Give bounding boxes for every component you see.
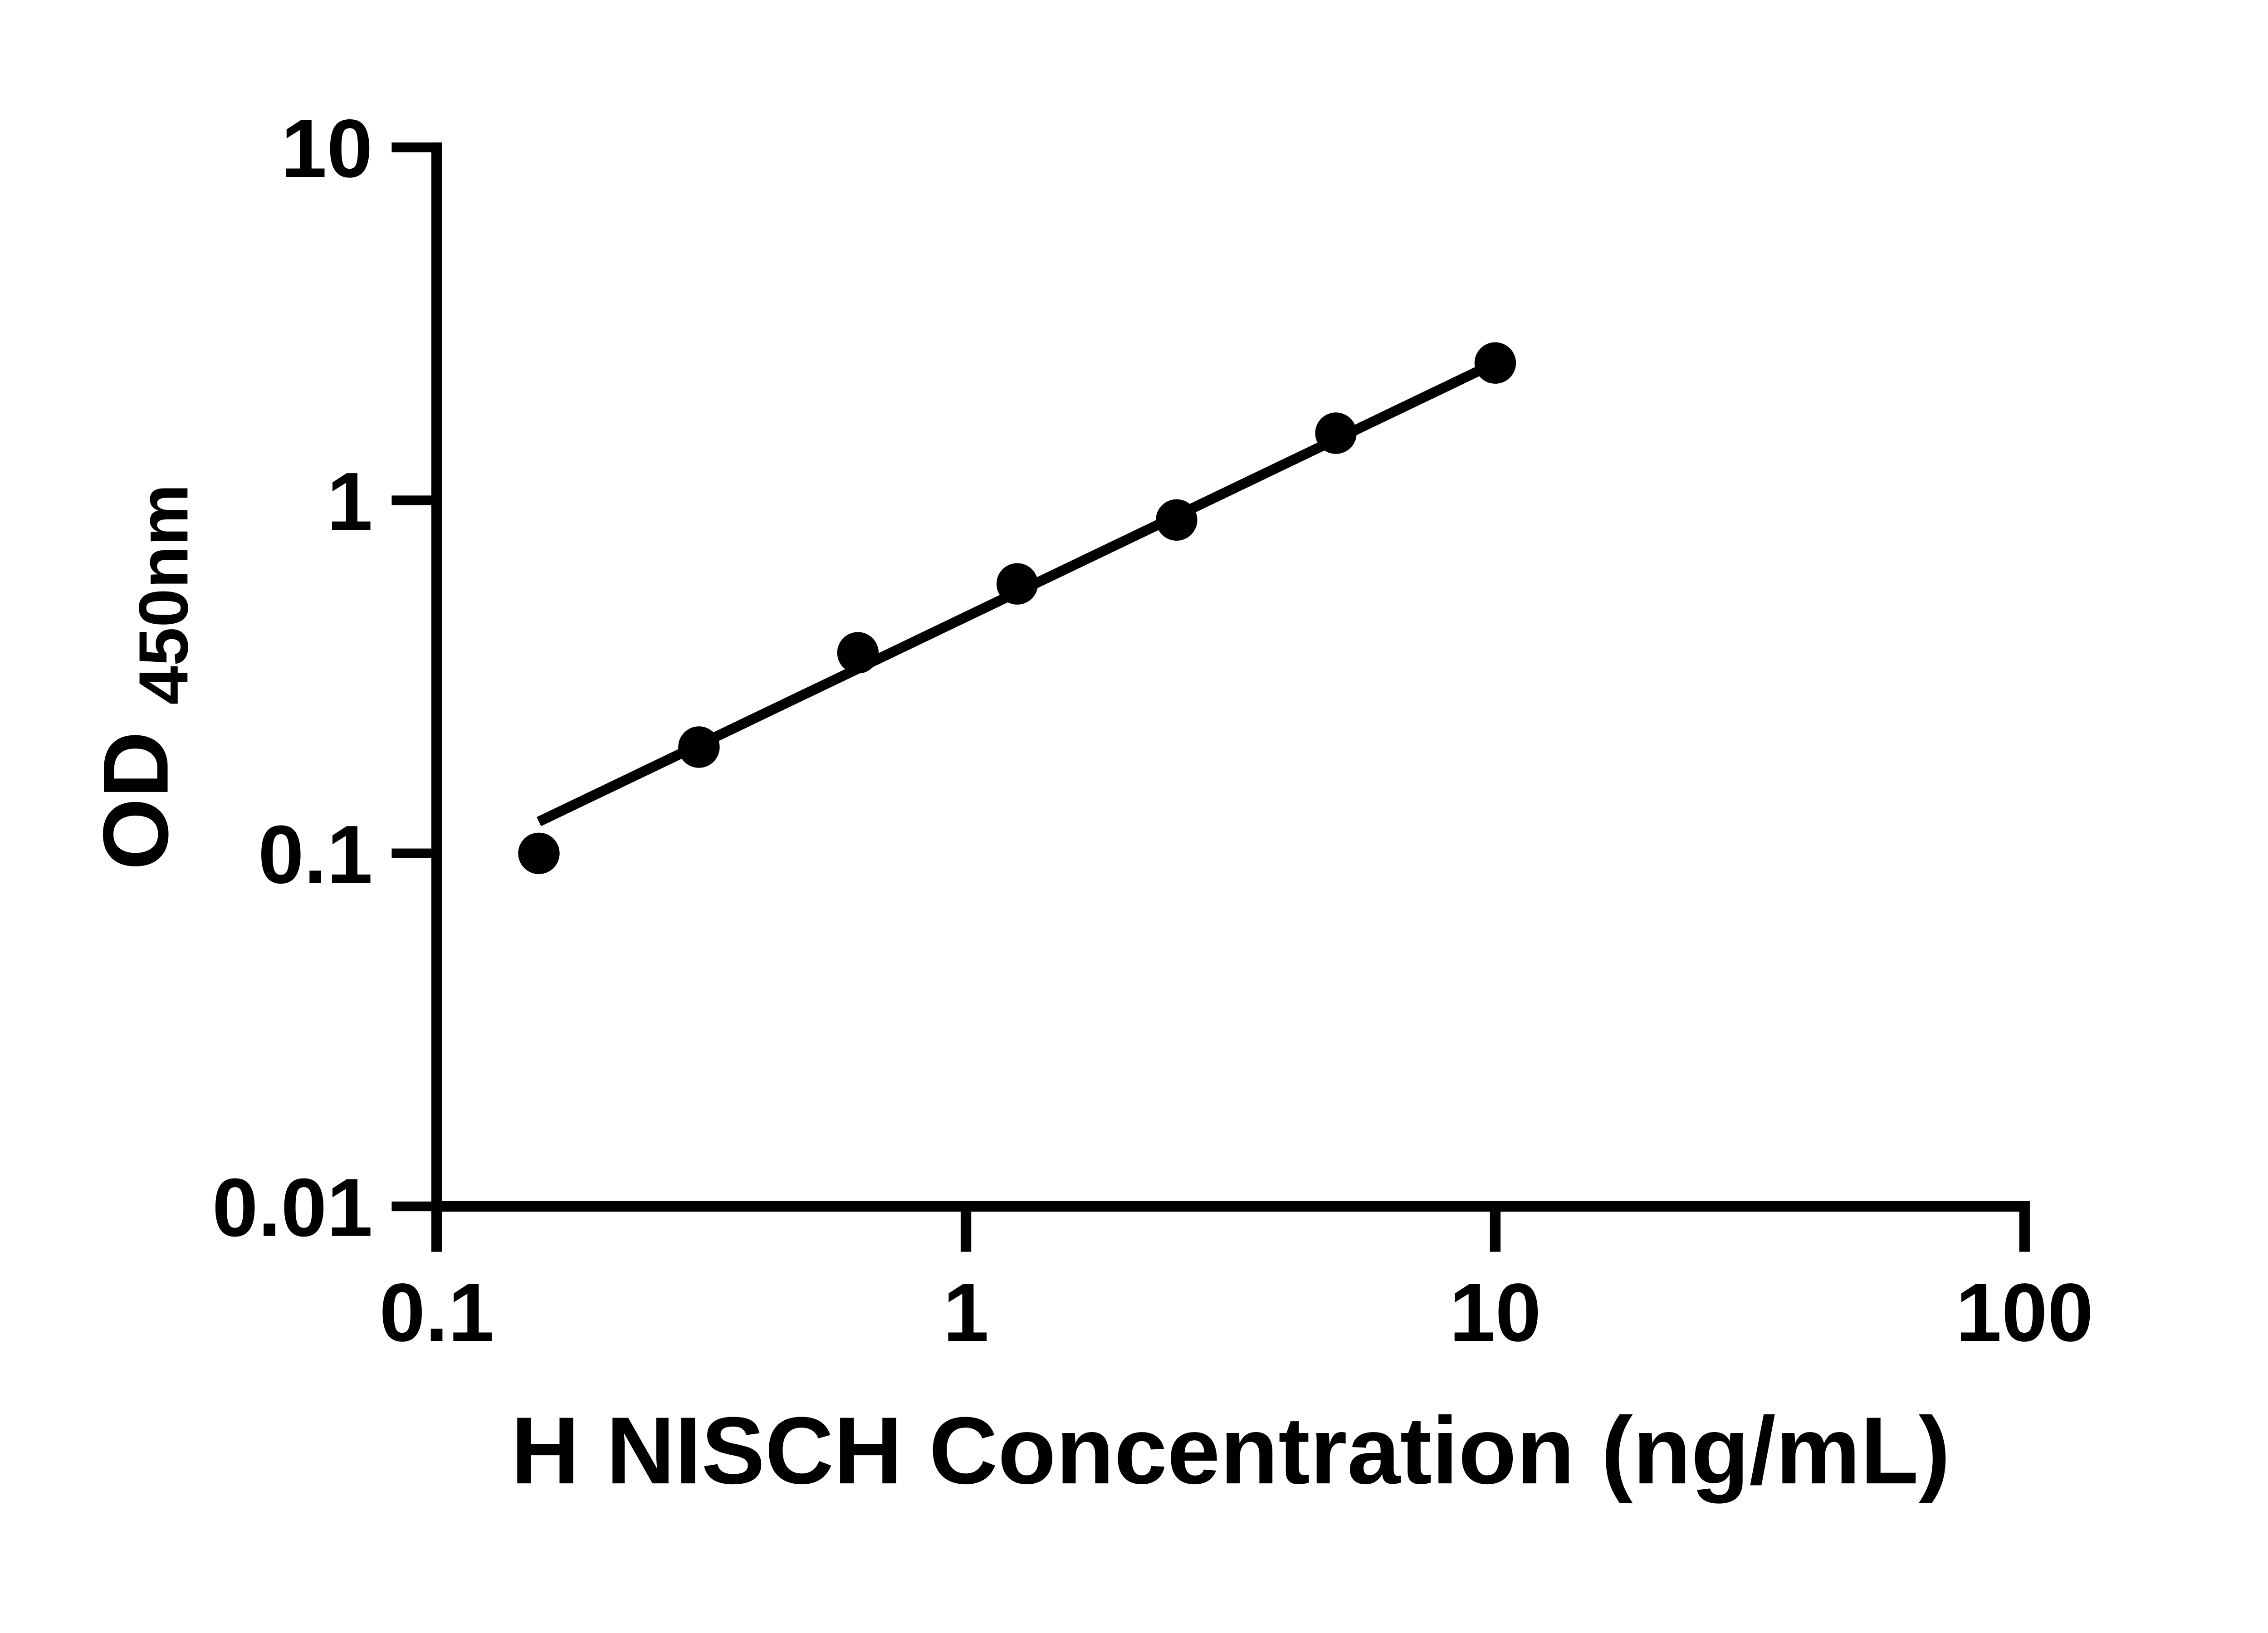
data-point — [996, 563, 1038, 605]
x-tick-label: 1 — [943, 1266, 989, 1359]
x-tick — [960, 1212, 972, 1252]
data-point — [1156, 499, 1198, 541]
x-tick-label: 100 — [1956, 1266, 2093, 1359]
x-axis-title: H NISCH Concentration (ng/mL) — [511, 1397, 1950, 1504]
y-tick — [391, 1201, 431, 1212]
data-point — [1474, 342, 1516, 384]
y-axis-line — [431, 142, 442, 1213]
y-tick-label: 0.01 — [212, 1161, 373, 1254]
y-axis-title-subscript: 450nm — [124, 484, 202, 705]
y-tick — [391, 848, 431, 858]
y-tick-label: 0.1 — [258, 808, 373, 900]
y-tick-label: 10 — [281, 102, 372, 195]
plot-area — [518, 342, 1516, 874]
y-tick — [391, 495, 431, 505]
data-point — [678, 726, 720, 768]
y-axis-ticks: 10 1 0.1 0.01 — [212, 102, 431, 1254]
x-tick — [2019, 1212, 2030, 1252]
x-tick — [1490, 1212, 1501, 1252]
x-tick-label: 10 — [1449, 1266, 1541, 1359]
y-tick-label: 1 — [327, 455, 373, 548]
x-tick — [431, 1212, 442, 1252]
x-tick-label: 0.1 — [379, 1266, 494, 1359]
data-point — [1315, 412, 1357, 454]
data-point — [837, 632, 879, 674]
y-tick — [391, 142, 431, 152]
x-axis-ticks: 0.1 1 10 100 — [379, 1212, 2093, 1359]
data-point — [518, 832, 560, 874]
y-axis-title: OD 450nm — [82, 484, 203, 870]
y-axis-title-base: OD — [84, 731, 188, 870]
elisa-standard-curve-figure: 10 1 0.1 0.01 0.1 1 10 100 OD 450nm H NISCH Co… — [82, 102, 2093, 1504]
x-axis-line — [431, 1201, 2030, 1212]
